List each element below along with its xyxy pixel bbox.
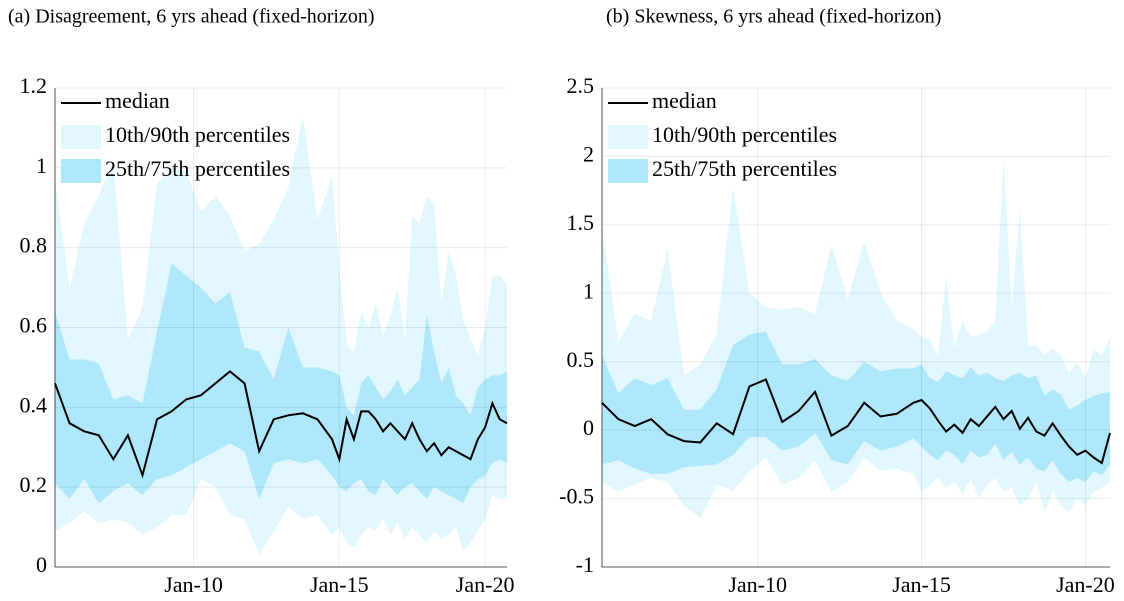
legend-swatch [61, 125, 101, 149]
legend-label: 10th/90th percentiles [652, 122, 837, 147]
legend-label: 25th/75th percentiles [105, 156, 290, 181]
x-tick-label: Jan-15 [892, 572, 951, 597]
x-tick-label: Jan-10 [164, 572, 223, 597]
x-tick-label: Jan-10 [728, 572, 787, 597]
panel-title: (a) Disagreement, 6 yrs ahead (fixed-hor… [8, 6, 375, 28]
percentile-band [602, 331, 1110, 483]
y-tick-label: 1.5 [567, 210, 595, 235]
x-tick-label: Jan-20 [1056, 572, 1115, 597]
y-tick-label: 1 [583, 278, 594, 303]
legend-swatch [608, 159, 648, 183]
legend-label: 10th/90th percentiles [105, 122, 290, 147]
y-tick-label: 2.5 [567, 73, 595, 98]
median-line [54, 370, 508, 479]
legend-label: median [652, 88, 717, 113]
y-tick-label: 0.5 [567, 347, 595, 372]
y-tick-label: 0 [36, 552, 47, 577]
legend-swatch [61, 159, 101, 183]
y-tick-label: 1.2 [20, 73, 48, 98]
y-tick-label: 1 [36, 153, 47, 178]
panel-title: (b) Skewness, 6 yrs ahead (fixed-horizon… [606, 6, 941, 28]
y-tick-label: 0.6 [20, 313, 48, 338]
median-line [601, 378, 1111, 465]
y-tick-label: -0.5 [559, 484, 594, 509]
y-tick-label: 0.2 [20, 472, 48, 497]
x-tick-label: Jan-20 [456, 572, 515, 597]
y-tick-label: 0 [583, 415, 594, 440]
legend-label: median [105, 88, 170, 113]
y-tick-label: 0.8 [20, 233, 48, 258]
percentile-band [55, 263, 507, 504]
y-tick-label: 0.4 [20, 392, 48, 417]
y-tick-label: 2 [583, 141, 594, 166]
legend-label: 25th/75th percentiles [652, 156, 837, 181]
y-tick-label: -1 [576, 552, 594, 577]
legend-swatch [608, 125, 648, 149]
x-tick-label: Jan-15 [310, 572, 369, 597]
